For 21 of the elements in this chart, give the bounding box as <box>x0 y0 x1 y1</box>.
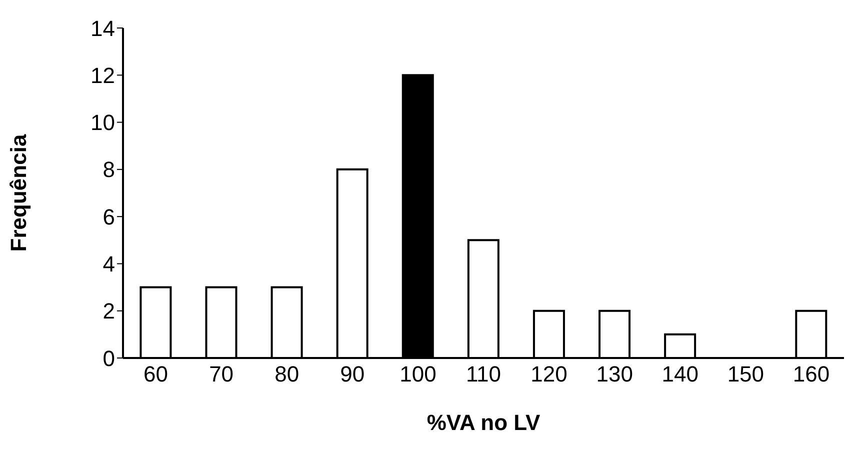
y-tick-label: 6 <box>102 204 115 230</box>
y-tick-label: 10 <box>90 110 115 136</box>
x-axis-title: %VA no LV <box>426 410 540 435</box>
x-tick-label: 130 <box>596 362 633 387</box>
y-tick-label: 12 <box>90 62 115 88</box>
x-tick-label: 160 <box>792 362 830 387</box>
x-tick-label: 80 <box>274 362 300 387</box>
y-tick-label: 14 <box>90 16 115 41</box>
x-tick-label: 110 <box>466 362 502 387</box>
y-tick-label: 8 <box>102 157 115 182</box>
x-tick-label: 150 <box>727 362 764 387</box>
y-tick-label: 0 <box>102 346 115 371</box>
x-tick-label: 100 <box>400 362 436 387</box>
x-tick-label: 140 <box>662 362 698 387</box>
x-tick-label: 70 <box>209 362 234 387</box>
y-tick-label: 4 <box>102 252 115 277</box>
x-tick-label: 120 <box>530 362 568 387</box>
y-tick-label: 2 <box>102 298 115 324</box>
y-axis-title: Frequência <box>6 134 31 252</box>
x-tick-label: 60 <box>144 362 168 387</box>
x-tick-label: 90 <box>340 362 365 387</box>
